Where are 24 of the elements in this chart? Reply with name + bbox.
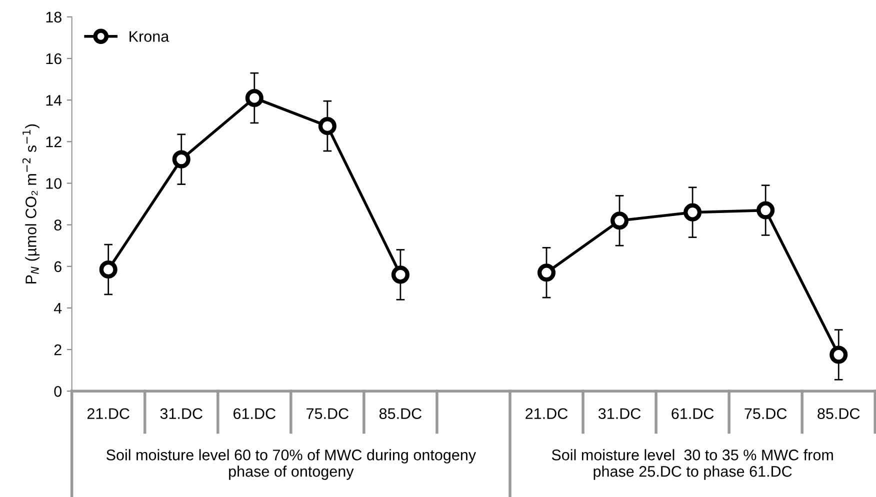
y-axis-title: P$_{N}$ (µmol CO₂ m$^{−2}$ s$^{−1}$) <box>22 124 40 284</box>
y-tick-label: 14 <box>46 95 62 106</box>
x-tick-label: 75.DC <box>744 408 787 420</box>
text: Soil moisture level 30 to 35 % MWC from phase 25.DC to phase 61.DC <box>552 449 833 480</box>
y-tick-label: 4 <box>54 303 62 314</box>
x-tick-label: 31.DC <box>598 408 641 420</box>
x-tick-label: 21.DC <box>87 408 130 420</box>
y-tick-label: 6 <box>54 261 62 272</box>
x-tick-label: 61.DC <box>672 408 714 420</box>
y-tick-label: 0 <box>54 386 62 397</box>
x-tick-label: 61.DC <box>234 408 276 420</box>
text: Soil moisture level 60 to 70% of MWC during ontogeny phase of ontogeny <box>106 449 476 480</box>
x-tick-label: 85.DC <box>818 408 860 420</box>
x-tick-label: 75.DC <box>306 408 348 420</box>
y-tick-label: 12 <box>46 136 62 148</box>
x-tick-label: 85.DC <box>379 408 422 420</box>
x-tick-label: 31.DC <box>160 408 202 420</box>
y-tick-label: 8 <box>54 220 62 230</box>
y-tick-label: 16 <box>46 53 62 64</box>
x-tick-label: 21.DC <box>526 408 568 420</box>
y-tick-label: 2 <box>54 344 62 356</box>
y-tick-label: 10 <box>46 178 62 189</box>
legend-label: Krona <box>130 31 170 42</box>
y-tick-label: 18 <box>46 12 62 23</box>
